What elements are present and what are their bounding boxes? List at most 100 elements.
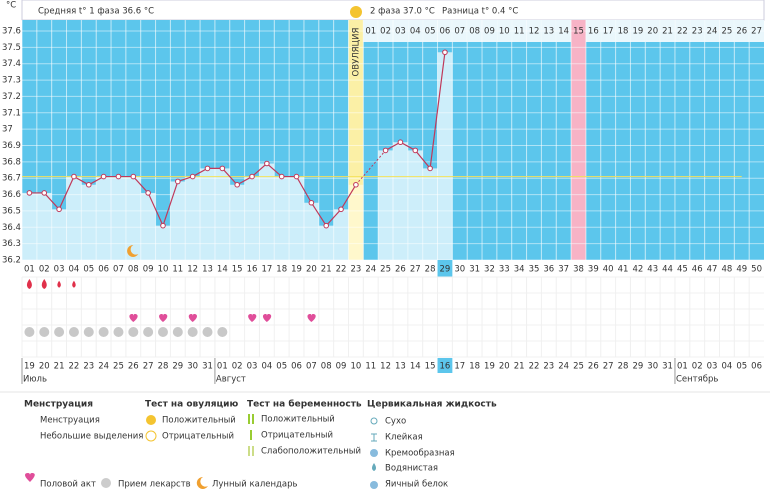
x-tick-label: 06	[98, 265, 109, 275]
month-label: Сентябрь	[676, 375, 718, 385]
date-label: 22	[69, 362, 80, 372]
ovulation-label: ОВУЛЯЦИЯ	[351, 27, 361, 76]
bar	[125, 176, 141, 260]
date-label: 25	[573, 362, 584, 372]
luteal-day: 17	[603, 27, 614, 37]
bar	[155, 225, 171, 260]
date-label: 29	[632, 362, 643, 372]
date-label: 05	[276, 362, 287, 372]
date-label: 14	[410, 362, 421, 372]
bar	[333, 209, 349, 260]
temperature-point	[130, 173, 137, 180]
menstruation-drop	[72, 280, 76, 288]
x-tick-label: 18	[276, 265, 287, 275]
legend-item: Менструация	[40, 416, 100, 426]
date-label: 02	[692, 362, 703, 372]
x-tick-label: 43	[647, 265, 658, 275]
x-tick-label: 08	[128, 265, 139, 275]
column-bg	[363, 20, 379, 260]
menstruation-drop	[41, 279, 47, 289]
sex-heart	[159, 314, 168, 322]
luteal-day: 25	[721, 27, 732, 37]
temperature-point	[100, 173, 107, 180]
x-tick-label: 09	[143, 265, 154, 275]
temperature-point	[175, 178, 181, 185]
temperature-point	[145, 190, 151, 196]
column-bg	[585, 20, 601, 260]
date-label: 30	[647, 362, 658, 372]
phase1-avg: Средняя t° 1 фаза 36.6 °C	[38, 7, 154, 17]
date-label: 15	[425, 362, 436, 372]
bar	[289, 176, 304, 260]
sex-heart	[248, 314, 257, 322]
bar	[229, 184, 245, 260]
x-tick-label: 30	[454, 265, 465, 275]
temperature-point	[249, 173, 255, 180]
gap-connector	[355, 150, 386, 186]
date-label: 25	[113, 362, 124, 372]
x-tick-label: 31	[469, 265, 480, 275]
sex-heart	[129, 314, 138, 322]
x-tick-label: 42	[632, 265, 643, 275]
bar	[36, 192, 52, 260]
temperature-point	[189, 173, 196, 180]
column-bg	[482, 20, 497, 260]
bar	[66, 176, 82, 260]
x-tick-label: 44	[662, 265, 673, 275]
legend-item: Небольшие выделения	[40, 432, 143, 442]
legend-icon	[146, 415, 156, 425]
bar	[214, 168, 230, 260]
x-tick-label: 16	[247, 265, 258, 275]
pill	[128, 327, 139, 337]
ovulation-icon	[350, 6, 362, 18]
date-label: 27	[603, 362, 614, 372]
temperature-point	[204, 165, 211, 172]
date-label: 16	[440, 362, 451, 372]
y-tick-label: 37.5	[2, 43, 21, 53]
date-label: 01	[677, 362, 688, 372]
x-tick-label: 49	[736, 265, 747, 275]
temperature-point	[71, 173, 77, 180]
y-tick-label: 37.3	[2, 76, 21, 86]
luteal-day: 10	[499, 27, 510, 37]
date-label: 02	[232, 362, 243, 372]
legend-icon	[248, 446, 254, 456]
date-label: 04	[721, 362, 732, 372]
date-label: 01	[217, 362, 228, 372]
luteal-day: 12	[529, 27, 540, 37]
date-label: 03	[247, 362, 258, 372]
date-label: 23	[83, 362, 94, 372]
sex-heart	[307, 314, 316, 322]
x-tick-label: 45	[677, 265, 688, 275]
luteal-day: 20	[647, 27, 658, 37]
luteal-day: 13	[543, 27, 554, 37]
date-label: 06	[291, 362, 302, 372]
legend-icon	[372, 463, 376, 471]
pill	[54, 327, 65, 337]
date-label: 31	[202, 362, 213, 372]
legend-title: Тест на беременность	[247, 399, 362, 410]
x-tick-label: 47	[707, 265, 718, 275]
date-label: 29	[172, 362, 183, 372]
pill	[172, 327, 183, 337]
column-bg	[630, 20, 646, 260]
legend-icon	[371, 433, 377, 442]
bar	[422, 168, 438, 260]
bar	[111, 176, 126, 260]
legend-item: Сухо	[385, 417, 406, 427]
legend-item: Прием лекарств	[118, 480, 191, 489]
temperature-point	[338, 206, 344, 213]
date-label: 26	[588, 362, 599, 372]
luteal-day: 05	[425, 27, 436, 37]
date-label: 17	[454, 362, 465, 372]
date-label: 28	[618, 362, 629, 372]
x-tick-label: 48	[721, 265, 732, 275]
x-tick-label: 50	[751, 265, 762, 275]
x-tick-label: 12	[187, 265, 198, 275]
legend-icon	[101, 478, 111, 488]
column-bg	[467, 20, 483, 260]
luteal-day: 01	[365, 27, 376, 37]
legend-item: Отрицательный	[261, 431, 333, 441]
column-bg	[749, 20, 764, 260]
date-label: 04	[261, 362, 272, 372]
